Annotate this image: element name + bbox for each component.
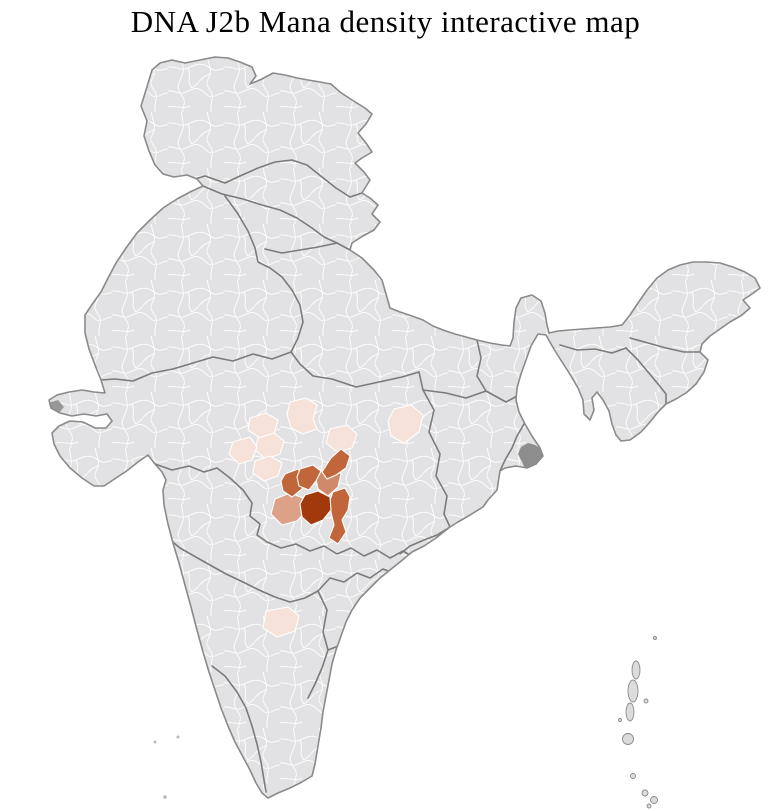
district-d6-very-low[interactable]: [325, 424, 358, 453]
district-d15-high[interactable]: [299, 490, 332, 526]
district-d4-very-low[interactable]: [228, 436, 258, 465]
district-d7-very-low[interactable]: [387, 404, 424, 444]
page-title: DNA J2b Mana density interactive map: [130, 4, 641, 39]
island-specks: [153, 735, 180, 799]
district-d1-very-low[interactable]: [286, 397, 318, 435]
district-d8-very-low[interactable]: [262, 606, 300, 638]
district-d11-medium[interactable]: [321, 448, 351, 480]
india-outline: [48, 56, 761, 799]
district-d13-medium[interactable]: [296, 464, 322, 491]
district-d5-very-low[interactable]: [252, 455, 283, 482]
island-chain: [618, 636, 658, 809]
